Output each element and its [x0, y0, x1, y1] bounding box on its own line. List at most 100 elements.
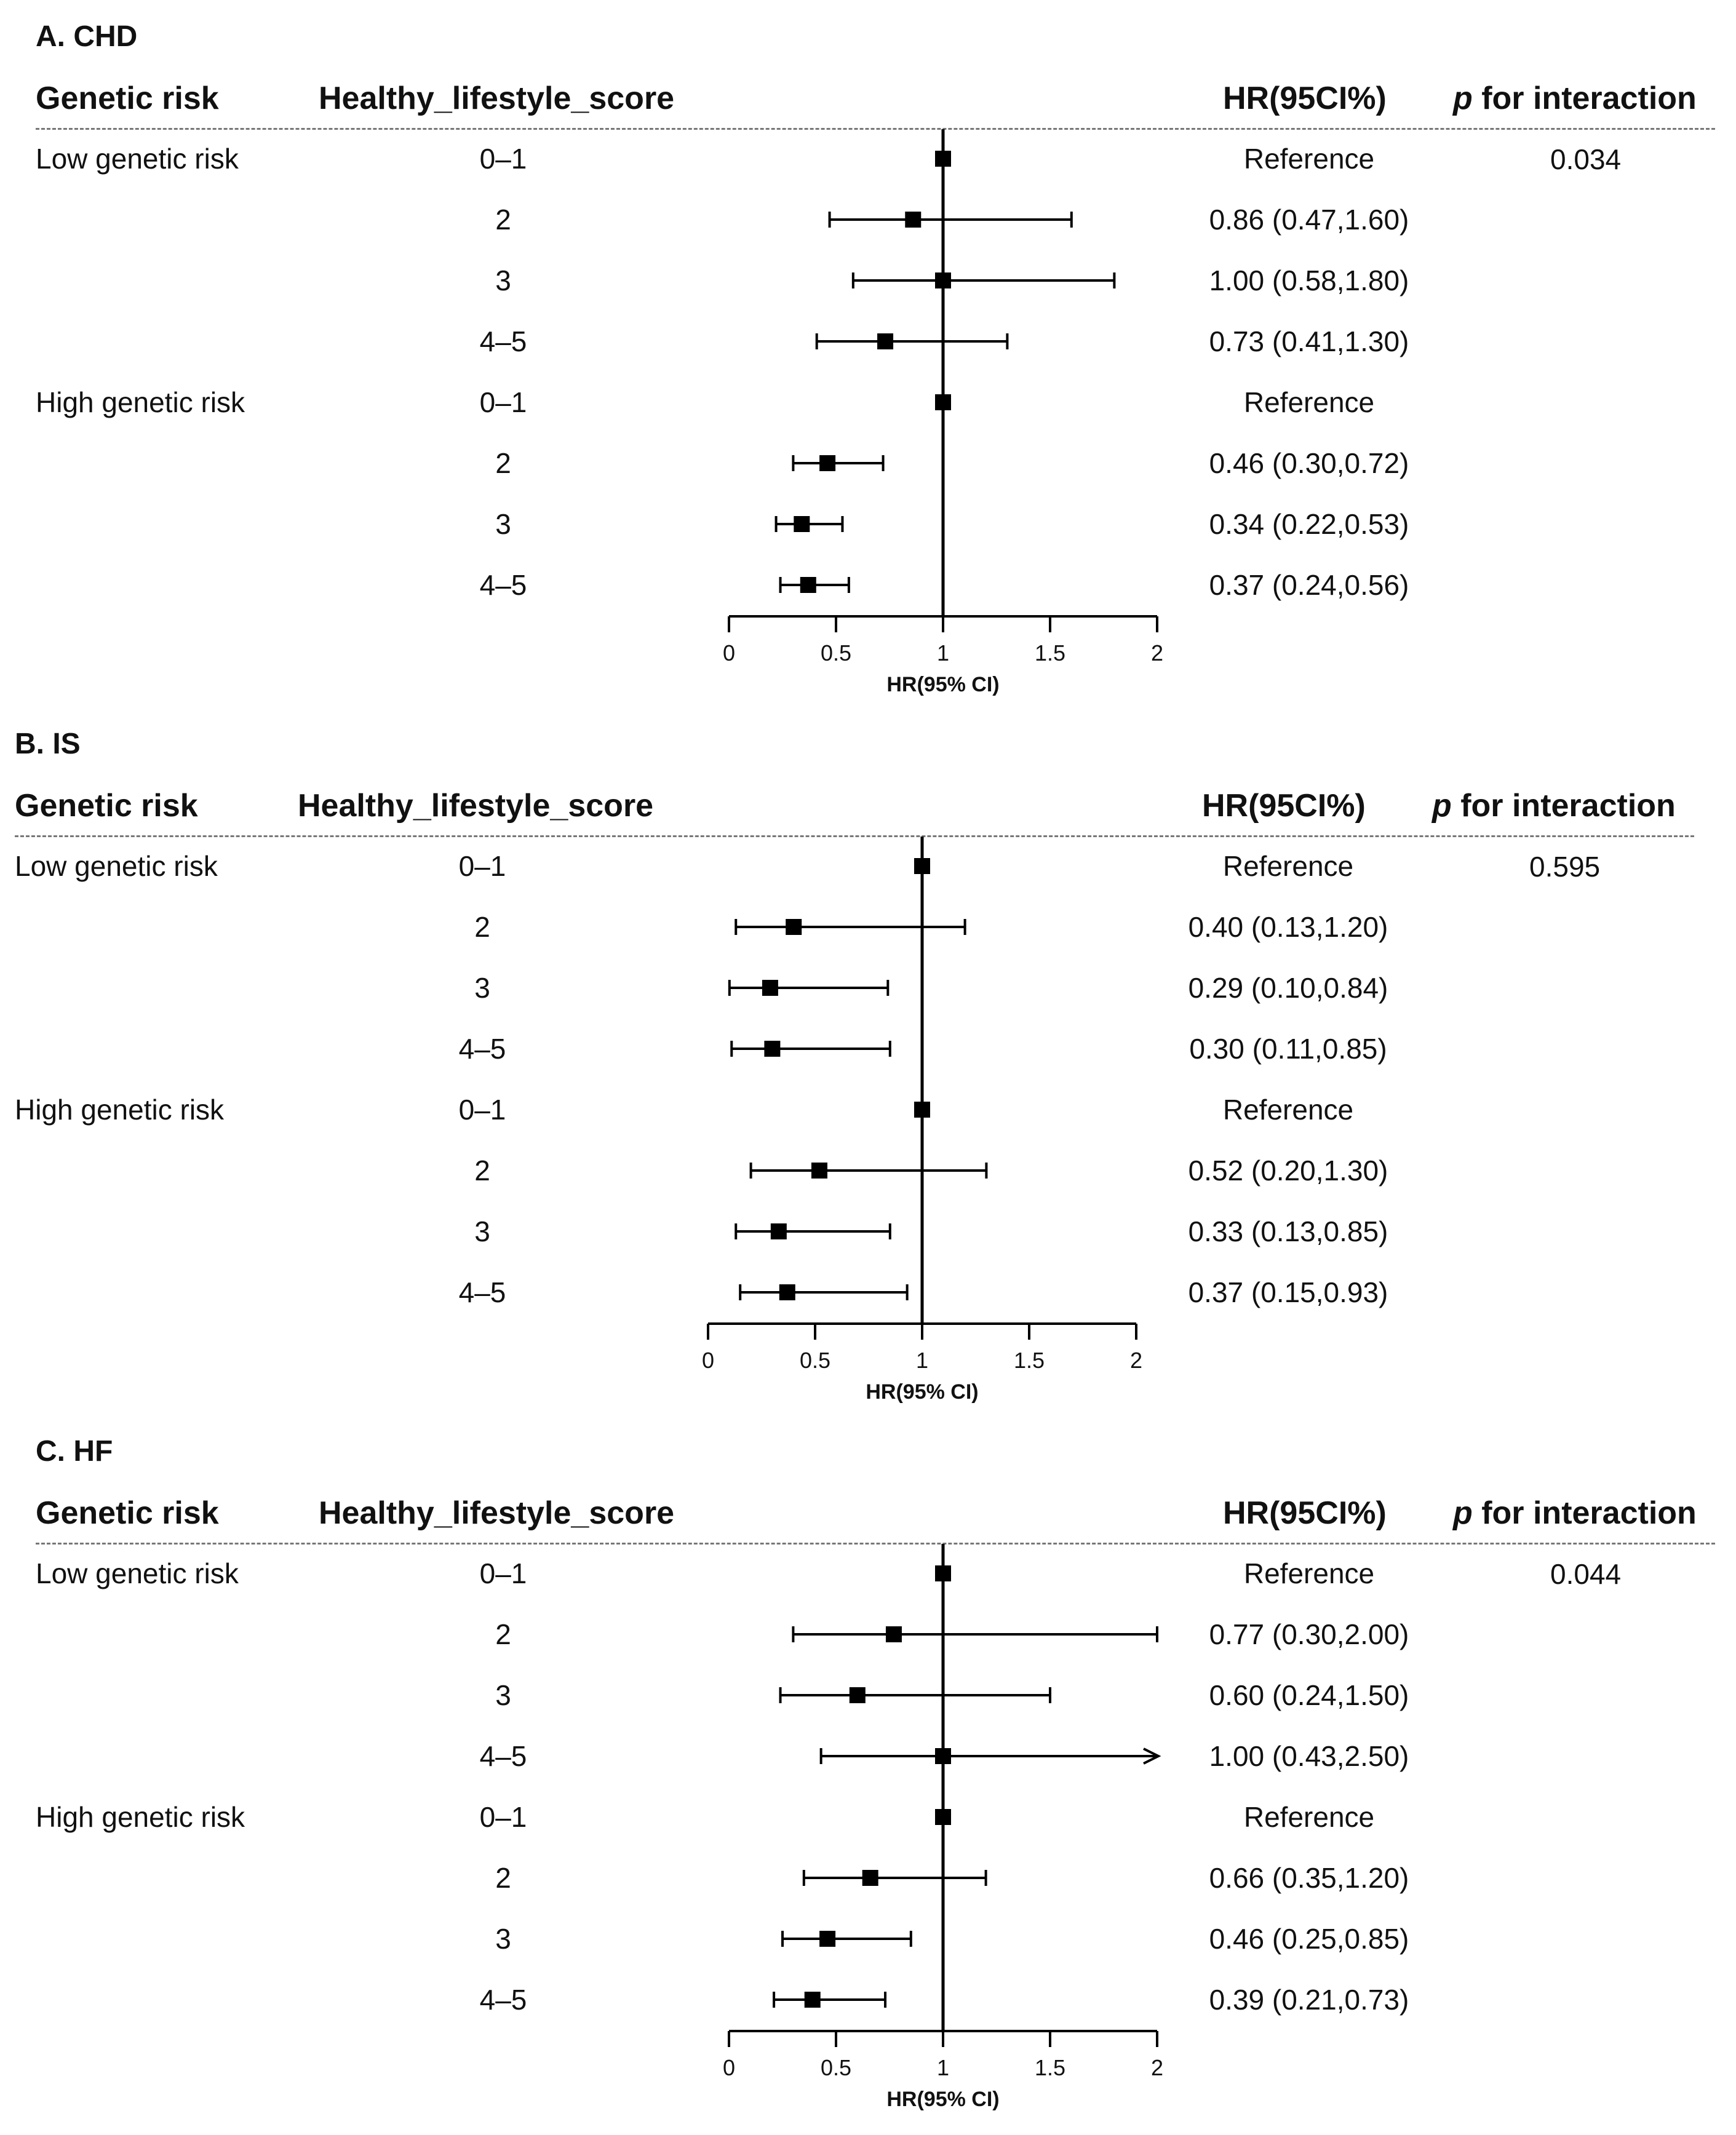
row-score-label: 2 [495, 204, 511, 236]
x-axis-label: HR(95% CI) [866, 1380, 978, 1404]
panel-title: C. HF [36, 1435, 113, 1468]
header-lifestyle-score: Healthy_lifestyle_score [319, 1495, 675, 1531]
row-score-label: 3 [474, 972, 490, 1004]
row-group-label: High genetic risk [36, 386, 245, 418]
forest-plot: Low genetic risk 0–1 Reference 2 0.40 (0.13,… [15, 837, 1388, 1404]
point-estimate [935, 1748, 951, 1764]
point-estimate [811, 1163, 827, 1179]
x-tick-label: 0 [723, 640, 735, 666]
forest-plot: Low genetic risk 0–1 Reference 2 0.77 (0.30,… [36, 1544, 1409, 2111]
point-estimate [935, 1565, 951, 1581]
point-estimate [804, 1992, 821, 2008]
header-divider [15, 835, 1694, 837]
header-lifestyle-score: Healthy_lifestyle_score [319, 81, 675, 116]
x-tick-label: 0 [723, 2055, 735, 2080]
x-tick-label: 1.5 [1035, 640, 1065, 666]
row-score-label: 3 [495, 508, 511, 540]
header-divider [36, 1543, 1715, 1545]
row-hr-label: 0.29 (0.10,0.84) [1189, 972, 1388, 1004]
x-tick-label: 0.5 [821, 640, 851, 666]
row-score-label: 3 [495, 1679, 511, 1711]
header-hr: HR(95CI%) [1202, 788, 1366, 824]
x-tick-label: 0.5 [821, 2055, 851, 2080]
row-hr-label: Reference [1223, 1094, 1353, 1126]
point-estimate [877, 333, 894, 349]
row-score-label: 0–1 [480, 143, 527, 175]
header-p-interaction: p for interaction [1432, 787, 1676, 824]
row-score-label: 4–5 [480, 1984, 527, 2016]
point-estimate [800, 577, 816, 593]
p-suffix: for interaction [1451, 788, 1676, 824]
header-divider [36, 128, 1715, 130]
row-score-label: 4–5 [480, 325, 527, 357]
row-score-label: 0–1 [480, 1801, 527, 1833]
row-hr-label: 0.30 (0.11,0.85) [1189, 1033, 1387, 1065]
row-score-label: 2 [495, 1618, 511, 1650]
panel-title: B. IS [15, 728, 81, 760]
row-hr-label: Reference [1223, 850, 1353, 882]
header-hr: HR(95CI%) [1223, 1495, 1387, 1531]
row-score-label: 0–1 [480, 386, 527, 418]
header-genetic-risk: Genetic risk [36, 81, 219, 116]
row-hr-label: 0.46 (0.25,0.85) [1209, 1923, 1409, 1955]
row-hr-label: 0.37 (0.15,0.93) [1189, 1276, 1388, 1308]
row-hr-label: 0.77 (0.30,2.00) [1209, 1618, 1409, 1650]
header-genetic-risk: Genetic risk [15, 788, 198, 824]
row-hr-label: 0.66 (0.35,1.20) [1209, 1862, 1409, 1894]
row-hr-label: 0.39 (0.21,0.73) [1209, 1984, 1409, 2016]
x-axis-label: HR(95% CI) [886, 2088, 999, 2111]
point-estimate [914, 1102, 930, 1118]
point-estimate [935, 394, 951, 410]
row-score-label: 3 [495, 1923, 511, 1955]
row-score-label: 2 [495, 447, 511, 479]
point-estimate [786, 919, 802, 935]
row-score-label: 2 [474, 1155, 490, 1187]
header-p-interaction: p for interaction [1453, 1495, 1697, 1532]
row-score-label: 4–5 [459, 1276, 506, 1308]
x-tick-label: 1.5 [1014, 1348, 1045, 1373]
header-p-interaction: p for interaction [1453, 80, 1697, 117]
point-estimate [819, 455, 836, 471]
p-italic: p [1432, 788, 1452, 824]
row-score-label: 4–5 [480, 1740, 527, 1772]
row-score-label: 3 [474, 1215, 490, 1247]
x-tick-label: 2 [1130, 1348, 1142, 1373]
row-hr-label: 0.37 (0.24,0.56) [1209, 569, 1409, 601]
x-tick-label: 2 [1151, 2055, 1163, 2080]
point-estimate [779, 1284, 795, 1300]
ci-arrow [1143, 1747, 1161, 1765]
point-estimate [770, 1223, 787, 1239]
x-tick-label: 1 [937, 2055, 949, 2080]
point-estimate [935, 1809, 951, 1825]
x-tick-label: 1.5 [1035, 2055, 1065, 2080]
row-hr-label: 0.34 (0.22,0.53) [1209, 508, 1409, 540]
p-interaction-value: 0.044 [1550, 1558, 1622, 1590]
forest-marks: Low genetic risk 0–1 Reference 2 0.40 (0.13,… [15, 837, 1388, 1404]
x-tick-label: 2 [1151, 640, 1163, 666]
row-hr-label: Reference [1244, 1801, 1374, 1833]
point-estimate [849, 1687, 866, 1703]
header-lifestyle-score: Healthy_lifestyle_score [298, 788, 654, 824]
row-score-label: 3 [495, 264, 511, 296]
row-hr-label: 0.60 (0.24,1.50) [1209, 1679, 1409, 1711]
row-score-label: 0–1 [480, 1557, 527, 1589]
x-axis-label: HR(95% CI) [886, 673, 999, 696]
row-group-label: High genetic risk [15, 1094, 225, 1126]
row-hr-label: 1.00 (0.43,2.50) [1209, 1740, 1409, 1772]
x-tick-label: 1 [937, 640, 949, 666]
row-group-label: Low genetic risk [15, 850, 218, 882]
row-hr-label: Reference [1244, 143, 1374, 175]
row-score-label: 2 [495, 1862, 511, 1894]
row-hr-label: Reference [1244, 386, 1374, 418]
row-hr-label: 1.00 (0.58,1.80) [1209, 264, 1409, 296]
p-interaction-value: 0.034 [1550, 143, 1622, 175]
row-score-label: 4–5 [480, 569, 527, 601]
p-interaction-value: 0.595 [1529, 851, 1601, 883]
row-hr-label: 0.33 (0.13,0.85) [1189, 1215, 1388, 1247]
p-italic: p [1453, 1495, 1473, 1531]
forest-marks: Low genetic risk 0–1 Reference 2 0.77 (0.30,… [36, 1544, 1409, 2111]
row-score-label: 4–5 [459, 1033, 506, 1065]
forest-marks: Low genetic risk 0–1 Reference 2 0.86 (0.47,… [36, 129, 1409, 696]
x-tick-label: 1 [916, 1348, 928, 1373]
forest-plot: Low genetic risk 0–1 Reference 2 0.86 (0.47,… [36, 129, 1409, 696]
